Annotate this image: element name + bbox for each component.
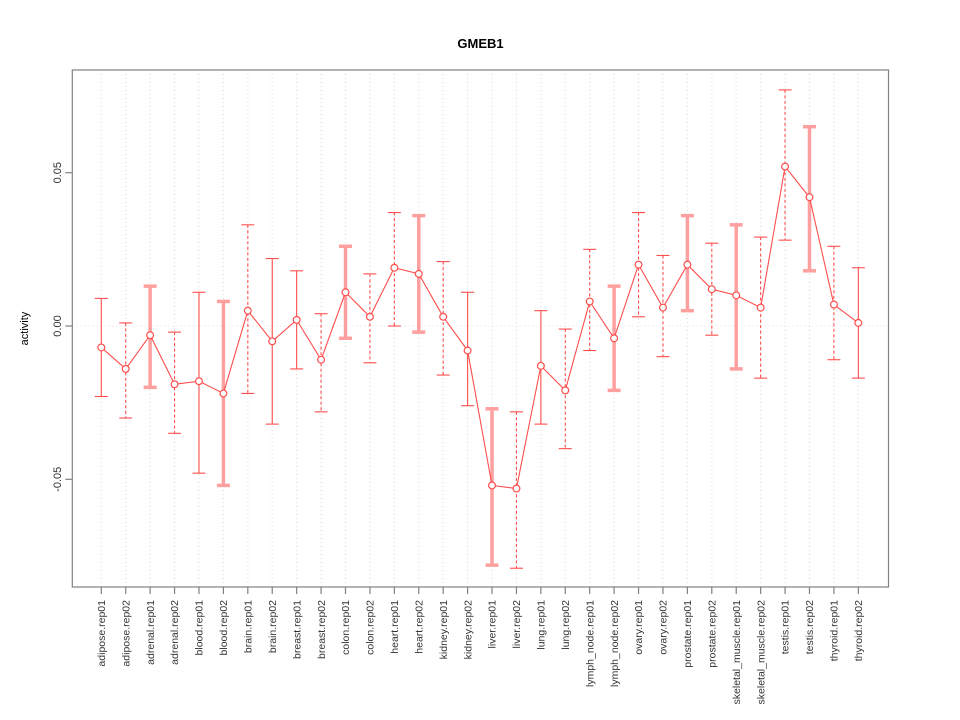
data-point xyxy=(146,331,155,340)
x-tick-label: breast.rep01 xyxy=(291,600,303,659)
data-point xyxy=(488,481,497,490)
x-tick-label: blood.rep02 xyxy=(218,600,230,656)
data-point xyxy=(170,380,179,389)
y-tick-label: -0.05 xyxy=(52,467,64,492)
x-tick-label: heart.rep01 xyxy=(389,600,401,654)
data-point xyxy=(683,260,692,269)
x-tick-label: blood.rep01 xyxy=(194,600,206,656)
data-point xyxy=(317,355,326,364)
data-point xyxy=(561,386,570,395)
x-tick-label: prostate.rep02 xyxy=(706,600,718,668)
series-line xyxy=(100,165,859,490)
x-tick-label: colon.rep01 xyxy=(340,600,352,655)
y-tick-label: 0.05 xyxy=(52,162,64,183)
x-tick-label: liver.rep02 xyxy=(511,600,523,649)
x-tick-label: lymph_node.rep01 xyxy=(584,600,596,687)
x-tick-label: adrenal.rep01 xyxy=(145,600,157,665)
x-tick-label: skeletal_muscle.rep01 xyxy=(731,600,743,705)
data-point xyxy=(414,269,423,278)
plot-border xyxy=(71,69,890,588)
x-tick-label: brain.rep01 xyxy=(242,600,254,653)
data-point xyxy=(365,312,374,321)
x-tick-label: liver.rep01 xyxy=(487,600,499,649)
x-tick-label: adipose.rep01 xyxy=(96,600,108,667)
data-point xyxy=(756,303,765,312)
chart-title: GMEB1 xyxy=(457,36,504,51)
data-point xyxy=(634,260,643,269)
x-tick-label: brain.rep02 xyxy=(267,600,279,653)
data-point xyxy=(292,315,301,324)
data-point xyxy=(805,193,814,202)
data-point xyxy=(243,306,252,315)
x-tick-label: prostate.rep01 xyxy=(682,600,694,668)
x-tick-label: kidney.rep01 xyxy=(438,600,450,660)
data-point xyxy=(658,303,667,312)
data-point xyxy=(610,334,619,343)
x-tick-label: ovary.rep02 xyxy=(658,600,670,655)
x-tick-label: lung.rep01 xyxy=(536,600,548,650)
x-tick-label: lung.rep02 xyxy=(560,600,572,650)
data-point xyxy=(854,318,863,327)
x-tick-label: thyroid.rep01 xyxy=(829,600,841,661)
data-point xyxy=(463,346,472,355)
x-tick-label: breast.rep02 xyxy=(316,600,328,659)
x-tick-label: thyroid.rep02 xyxy=(853,600,865,661)
data-point xyxy=(97,343,106,352)
x-tick-label: ovary.rep01 xyxy=(633,600,645,655)
data-point xyxy=(829,300,838,309)
x-tick-label: adipose.rep02 xyxy=(120,600,132,667)
x-tick-label: heart.rep02 xyxy=(413,600,425,654)
data-point xyxy=(707,285,716,294)
x-tick-label: testis.rep02 xyxy=(804,600,816,654)
data-point xyxy=(341,288,350,297)
data-point xyxy=(194,377,203,386)
data-point xyxy=(390,263,399,272)
x-tick-label: adrenal.rep02 xyxy=(169,600,181,665)
x-tick-label: kidney.rep02 xyxy=(462,600,474,660)
x-tick-label: skeletal_muscle.rep02 xyxy=(755,600,767,705)
data-point xyxy=(268,337,277,346)
y-axis-label: activity xyxy=(19,311,31,345)
x-tick-label: lymph_node.rep02 xyxy=(609,600,621,687)
x-tick-label: colon.rep02 xyxy=(365,600,377,655)
data-point xyxy=(585,297,594,306)
data-point xyxy=(512,484,521,493)
data-point xyxy=(439,312,448,321)
data-point xyxy=(536,361,545,370)
data-point xyxy=(121,364,130,373)
data-point xyxy=(219,389,228,398)
data-point xyxy=(781,162,790,171)
data-point xyxy=(732,291,741,300)
x-tick-label: testis.rep01 xyxy=(780,600,792,654)
y-tick-label: 0.00 xyxy=(52,315,64,336)
